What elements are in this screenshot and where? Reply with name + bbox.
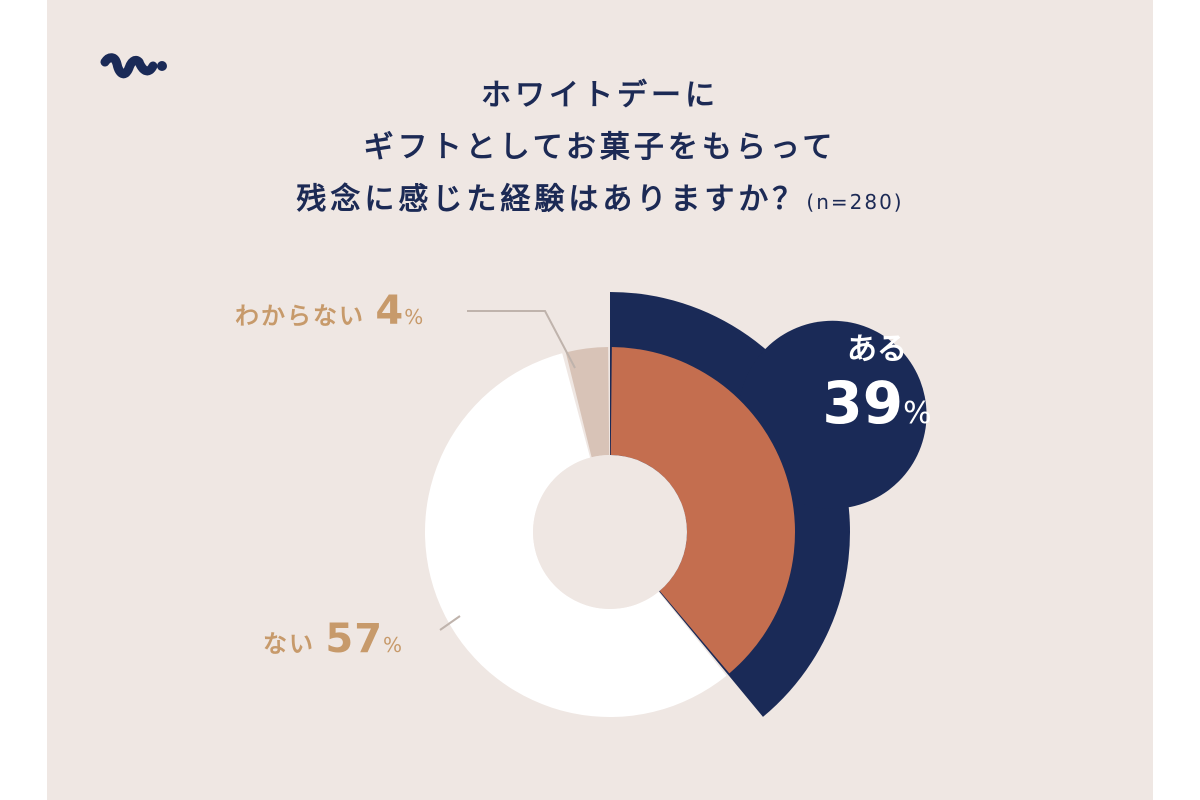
slice-nai — [425, 353, 727, 717]
brand-logo-icon — [100, 53, 167, 79]
label-wakaranai-text: わからない — [235, 302, 365, 330]
label-aru-unit: % — [903, 396, 932, 431]
donut-chart — [425, 292, 927, 717]
label-wakaranai: わからない 4% — [235, 288, 425, 334]
title-line-3: 残念に感じた経験はありますか？(n=280) — [47, 174, 1153, 228]
slice-aru-badge — [738, 320, 927, 509]
title-line-1: ホワイトデーに — [481, 78, 719, 113]
leader-nai — [439, 615, 461, 631]
donut-hole — [533, 455, 687, 609]
label-aru-text: ある — [847, 332, 907, 367]
title-line-3-text: 残念に感じた経験はありますか？ — [296, 182, 807, 217]
label-nai-value: 57 — [325, 616, 384, 662]
label-wakaranai-unit: % — [404, 305, 426, 329]
slice-wakaranai — [565, 347, 610, 458]
slice-aru — [610, 347, 795, 674]
sample-size: (n=280) — [806, 190, 904, 214]
label-aru-value: 39 — [822, 369, 904, 437]
label-aru: ある 39% — [792, 330, 962, 436]
label-nai: ない 57% — [263, 616, 404, 662]
label-nai-unit: % — [383, 633, 405, 657]
chart-card: ホワイトデーに ギフトとしてお菓子をもらって 残念に感じた経験はありますか？(n… — [47, 0, 1153, 800]
label-nai-text: ない — [263, 630, 315, 658]
chart-title: ホワイトデーに ギフトとしてお菓子をもらって 残念に感じた経験はありますか？(n… — [47, 70, 1153, 228]
leader-wakaranai — [467, 310, 576, 369]
label-wakaranai-value: 4 — [375, 288, 405, 334]
title-line-2: ギフトとしてお菓子をもらって — [363, 130, 837, 165]
